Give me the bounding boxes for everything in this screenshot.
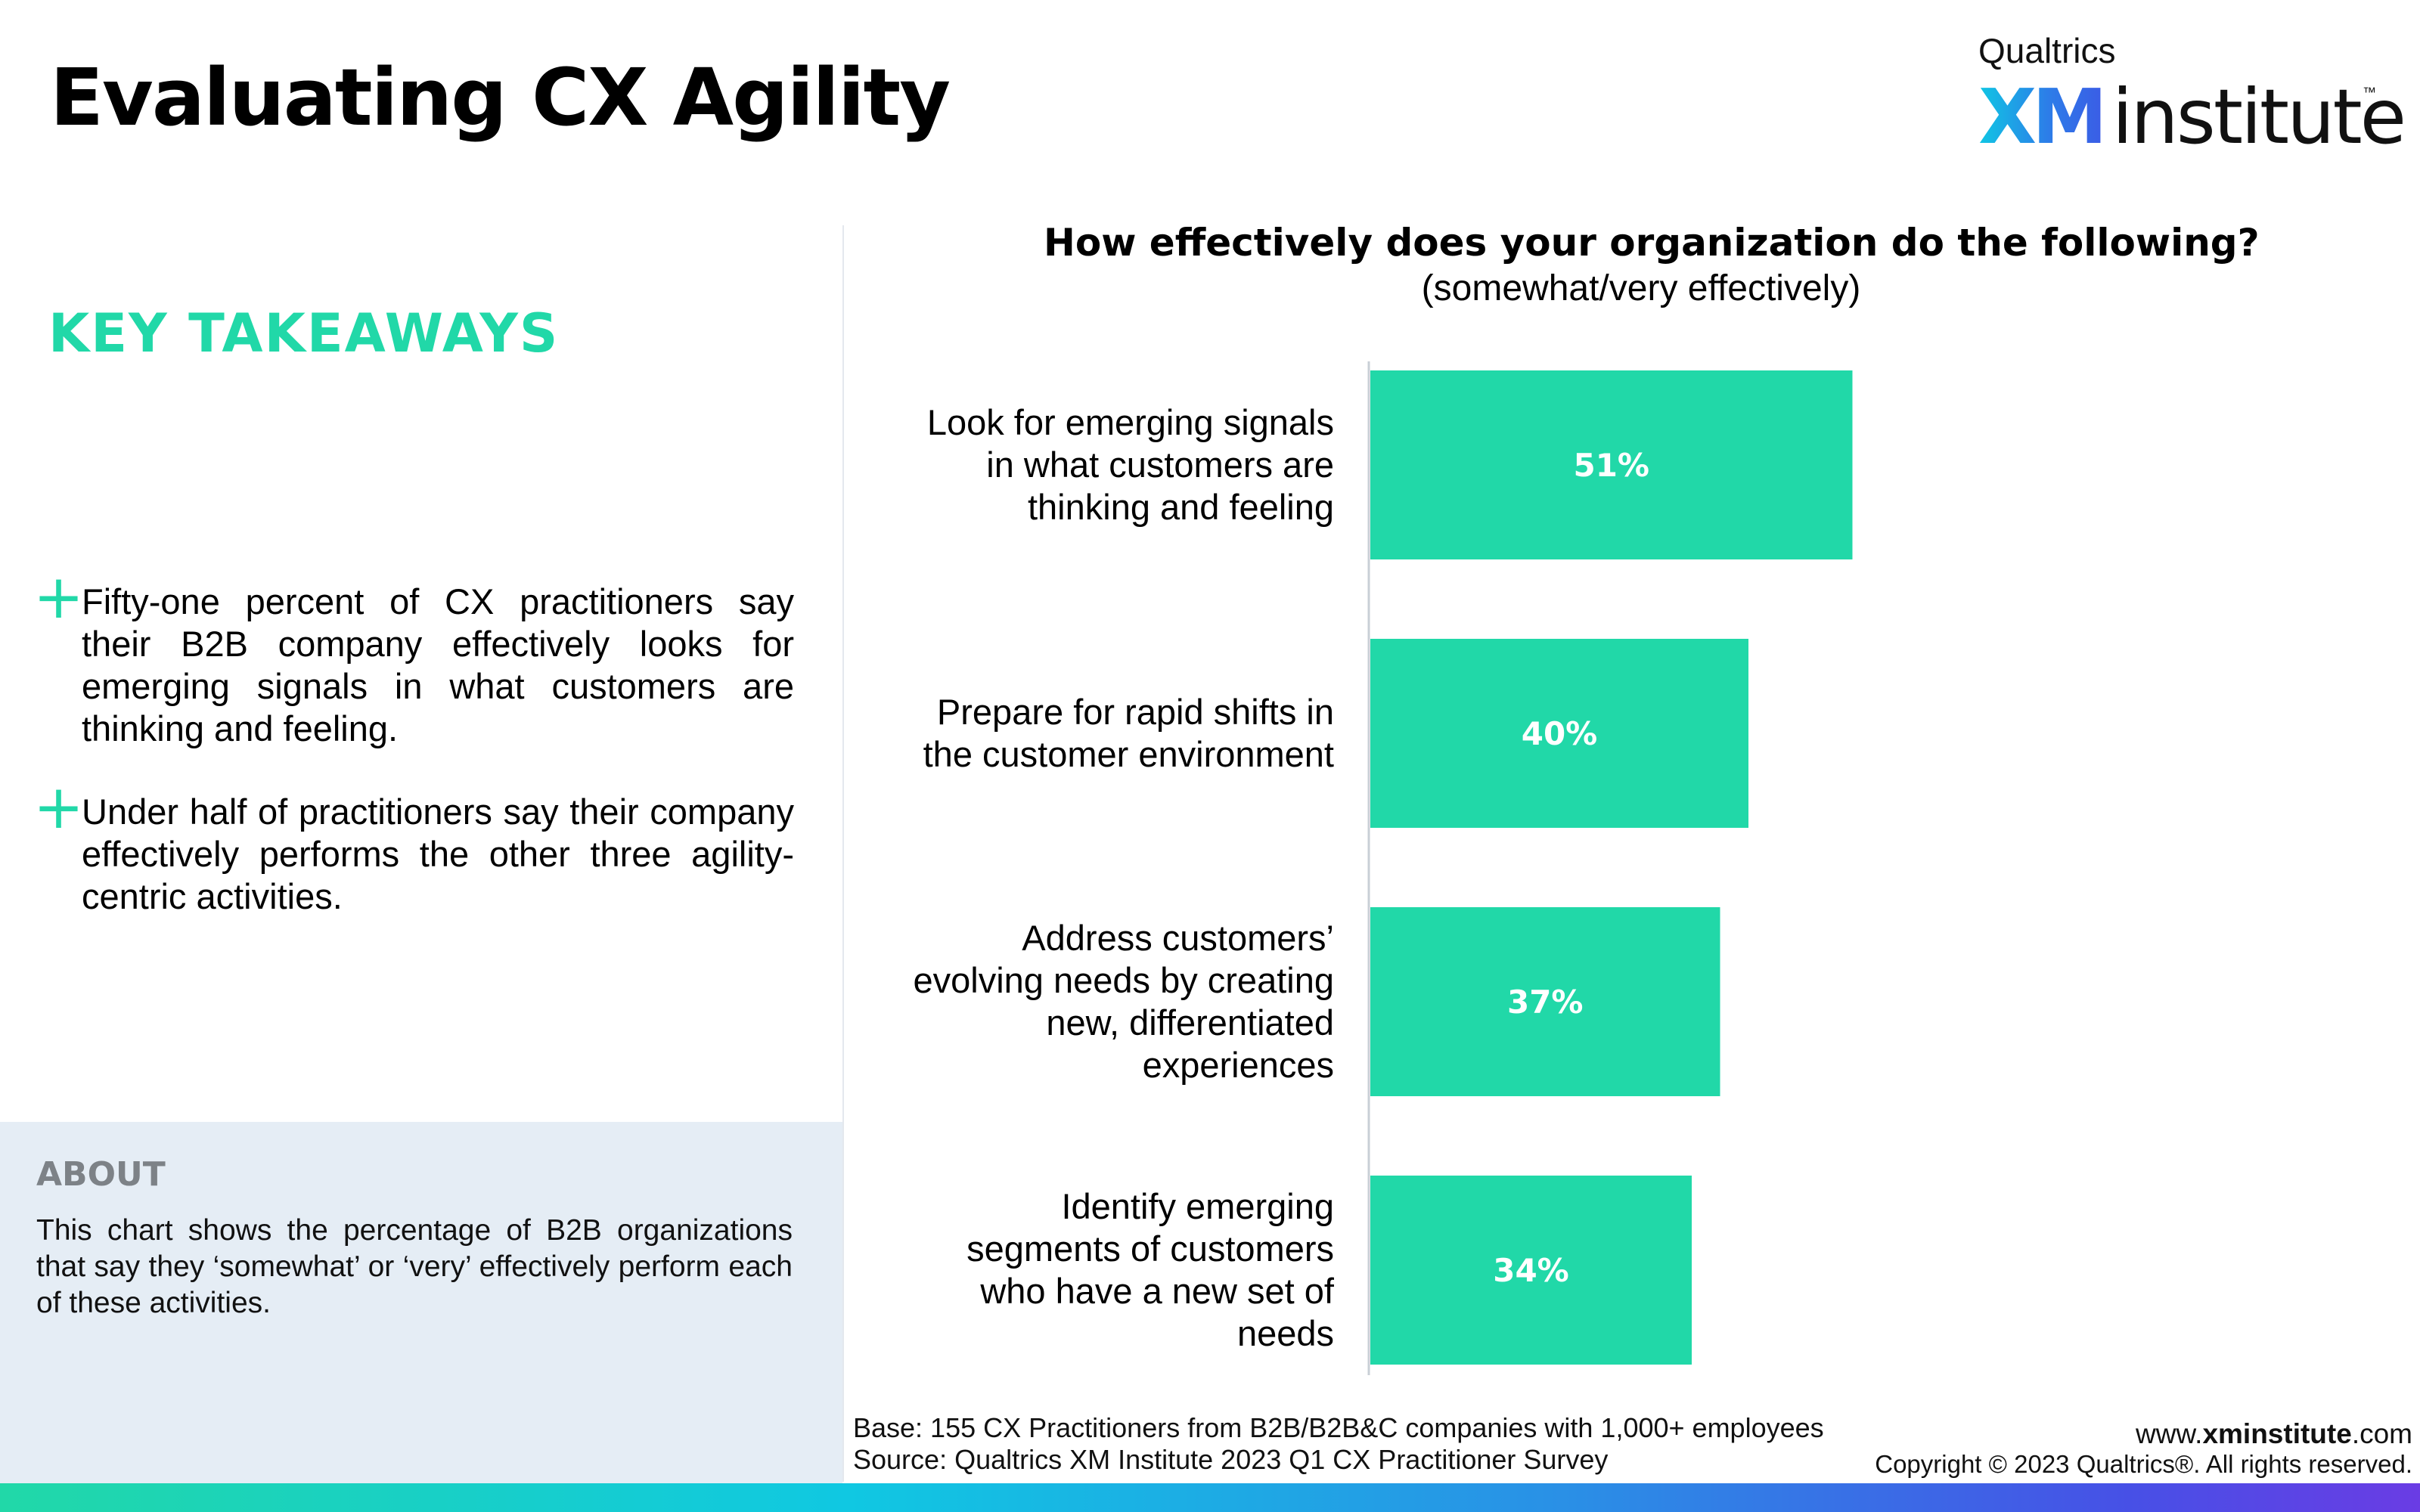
category-label-line: Look for emerging signals: [927, 402, 1334, 442]
category-label-line: Prepare for rapid shifts in: [937, 692, 1334, 732]
category-label-line: the customer environment: [923, 734, 1334, 774]
about-panel: [0, 1122, 842, 1485]
logo-trademark: ™: [2363, 85, 2376, 100]
bar-value-label-3: 37%: [1507, 984, 1584, 1021]
about-heading: ABOUT: [36, 1155, 166, 1194]
category-label-line: in what customers are: [986, 445, 1334, 485]
category-label-line: evolving needs by creating: [913, 960, 1334, 1000]
chart-subtitle: (somewhat/very effectively): [1421, 268, 1861, 308]
website-link[interactable]: www.xminstitute.com: [2136, 1418, 2412, 1450]
site-bold: xminstitute: [2202, 1418, 2352, 1449]
key-takeaways-heading: KEY TAKEAWAYS: [48, 302, 560, 364]
bar-value-label-2: 40%: [1522, 715, 1598, 752]
takeaway-text: Fifty-one percent of CX practitioners sa…: [82, 581, 794, 748]
about-text: This chart shows the percentage of B2B o…: [36, 1214, 793, 1319]
bar-2: [1370, 639, 1748, 828]
category-label-line: experiences: [1143, 1045, 1334, 1085]
plus-icon: +: [33, 772, 85, 842]
footnote-source: Source: Qualtrics XM Institute 2023 Q1 C…: [853, 1444, 1609, 1475]
column-divider: [842, 225, 844, 1482]
bar-1: [1370, 370, 1853, 559]
takeaway-item: + Fifty-one percent of CX practitioners …: [33, 567, 794, 750]
chart-title: How effectively does your organization d…: [1044, 221, 2260, 265]
category-label-3: Address customers’ evolving needs by crea…: [913, 918, 1334, 1085]
bar-4: [1370, 1176, 1692, 1365]
logo-institute-word: institute: [2111, 73, 2407, 161]
bar-value-label-1: 51%: [1573, 447, 1649, 484]
category-label-line: Address customers’: [1022, 918, 1334, 958]
category-label-1: Look for emerging signals in what custome…: [927, 402, 1334, 527]
category-label-line: Identify emerging: [1061, 1186, 1334, 1226]
logo-company: Qualtrics: [1978, 31, 2116, 70]
bar-value-label-4: 34%: [1493, 1252, 1569, 1289]
category-label-line: thinking and feeling: [1028, 487, 1334, 527]
xm-institute-logo: Qualtrics XM institute ™: [1978, 30, 2406, 161]
copyright-text: Copyright © 2023 Qualtrics®. All rights …: [1875, 1450, 2412, 1478]
takeaway-item: + Under half of practitioners say their …: [33, 777, 794, 918]
page-title: Evaluating CX Agility: [50, 51, 951, 144]
site-suffix: .com: [2351, 1418, 2412, 1449]
site-prefix: www.: [2136, 1418, 2203, 1449]
category-label-4: Identify emerging segments of customers wh…: [966, 1186, 1335, 1353]
plus-icon: +: [33, 562, 85, 632]
takeaway-text: Under half of practitioners say their co…: [82, 792, 794, 916]
logo-wordmark: XM institute: [1978, 73, 2407, 161]
footnote-base: Base: 155 CX Practitioners from B2B/B2B&…: [853, 1412, 1824, 1443]
category-label-line: segments of customers: [966, 1228, 1334, 1269]
category-label-line: new, differentiated: [1046, 1002, 1334, 1043]
category-label-2: Prepare for rapid shifts in the customer …: [923, 692, 1334, 774]
bar-chart: 51% Look for emerging signals in what cust…: [913, 361, 1853, 1375]
gradient-bottom-bar: [0, 1483, 2420, 1512]
bar-3: [1370, 907, 1720, 1096]
logo-xm-mark: XM: [1978, 73, 2108, 161]
category-label-line: who have a new set of: [979, 1271, 1335, 1311]
category-label-line: needs: [1237, 1313, 1334, 1353]
